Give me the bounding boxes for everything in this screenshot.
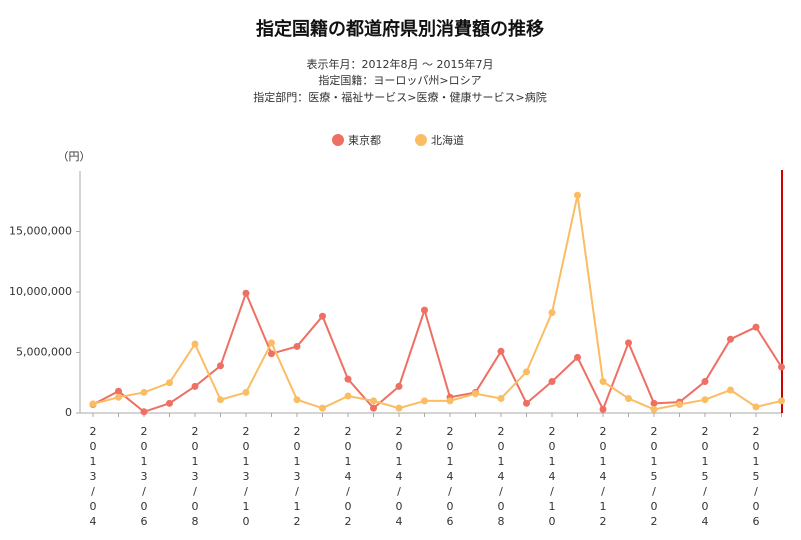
data-point: [166, 379, 173, 387]
subtitle: 表示年月：2012年8月 ～ 2015年7月: [307, 57, 494, 71]
data-point: [650, 399, 658, 407]
data-point: [599, 405, 607, 413]
data-point: [778, 363, 785, 371]
data-point: [370, 397, 377, 405]
data-point: [778, 397, 785, 405]
y-tick-label: 15,000,000: [9, 225, 72, 238]
data-point: [421, 306, 428, 314]
data-point: [191, 340, 199, 348]
x-tick-label xl: 2013/12: [291, 425, 304, 530]
x-tick-label xl: 2014/12: [597, 425, 610, 530]
x-tick-label xl: 2014/04: [393, 425, 406, 530]
data-point: [599, 378, 607, 386]
data-point: [752, 403, 760, 411]
data-point: [166, 399, 173, 407]
data-point: [242, 289, 250, 297]
data-point: [574, 353, 581, 361]
data-point: [268, 350, 275, 358]
data-point: [548, 309, 556, 317]
data-point: [497, 394, 505, 402]
data-point: [319, 404, 326, 412]
data-point: [140, 388, 148, 396]
legend-swatch: [332, 134, 344, 146]
y-tick-label: 10,000,000: [9, 285, 72, 298]
x-tick-label xl: 2014/10: [546, 425, 559, 530]
data-point: [115, 393, 122, 401]
data-point: [701, 378, 709, 386]
data-point: [650, 405, 658, 413]
data-point: [727, 386, 734, 394]
data-point: [370, 404, 377, 412]
subtitle: 指定国籍：ヨーロッパ州>ロシア: [318, 73, 481, 87]
series-line: [92, 194, 782, 411]
data-point: [217, 362, 224, 370]
data-point: [395, 404, 403, 412]
subtitle: 指定部門：医療・福祉サービス>医療・健康サービス>病院: [253, 90, 546, 104]
x-tick-label xl: 2014/06: [444, 425, 457, 530]
data-point: [523, 368, 530, 376]
x-tick-label xl: 2014/08: [495, 425, 508, 530]
x-tick-label xl: 2013/06: [138, 425, 151, 530]
data-point: [89, 400, 97, 408]
y-tick-label: 5,000,000: [16, 346, 72, 359]
data-point: [548, 378, 556, 386]
x-tick-label xl: 2015/04: [699, 425, 712, 530]
legend-swatch: [415, 134, 427, 146]
y-unit: （円）: [58, 150, 91, 163]
legend-label: 東京都: [348, 133, 381, 147]
x-tick-label xl: 2015/06: [750, 425, 763, 530]
data-point: [293, 396, 301, 404]
data-point: [574, 191, 581, 199]
data-point: [268, 339, 275, 347]
data-point: [625, 339, 632, 347]
data-point: [446, 397, 454, 405]
x-tick-label xl: 2014/02: [342, 425, 355, 530]
data-point: [140, 408, 148, 416]
data-point: [395, 382, 403, 390]
series-line: [92, 290, 783, 413]
data-point: [676, 401, 683, 409]
data-point: [242, 388, 250, 396]
data-point: [497, 347, 505, 355]
x-tick-label xl: 2013/10: [240, 425, 253, 530]
chart-title: 指定国籍の都道府県別消費額の推移: [256, 18, 544, 40]
data-point: [421, 397, 428, 405]
legend-label: 北海道: [431, 133, 464, 147]
y-tick-label: 0: [65, 406, 72, 419]
data-point: [752, 323, 760, 331]
data-point: [319, 312, 326, 320]
data-point: [344, 392, 352, 400]
x-tick-label xl: 2015/02: [648, 425, 661, 530]
data-point: [344, 375, 352, 383]
data-point: [625, 394, 632, 402]
x-tick-label xl: 2013/08: [189, 425, 202, 530]
data-point: [523, 399, 530, 407]
data-point: [472, 390, 479, 398]
data-point: [115, 387, 122, 395]
x-tick-label xl: 2013/04: [87, 425, 100, 530]
data-point: [701, 396, 709, 404]
data-point: [191, 382, 199, 390]
data-point: [727, 335, 734, 343]
data-point: [293, 342, 301, 350]
data-point: [217, 396, 224, 404]
